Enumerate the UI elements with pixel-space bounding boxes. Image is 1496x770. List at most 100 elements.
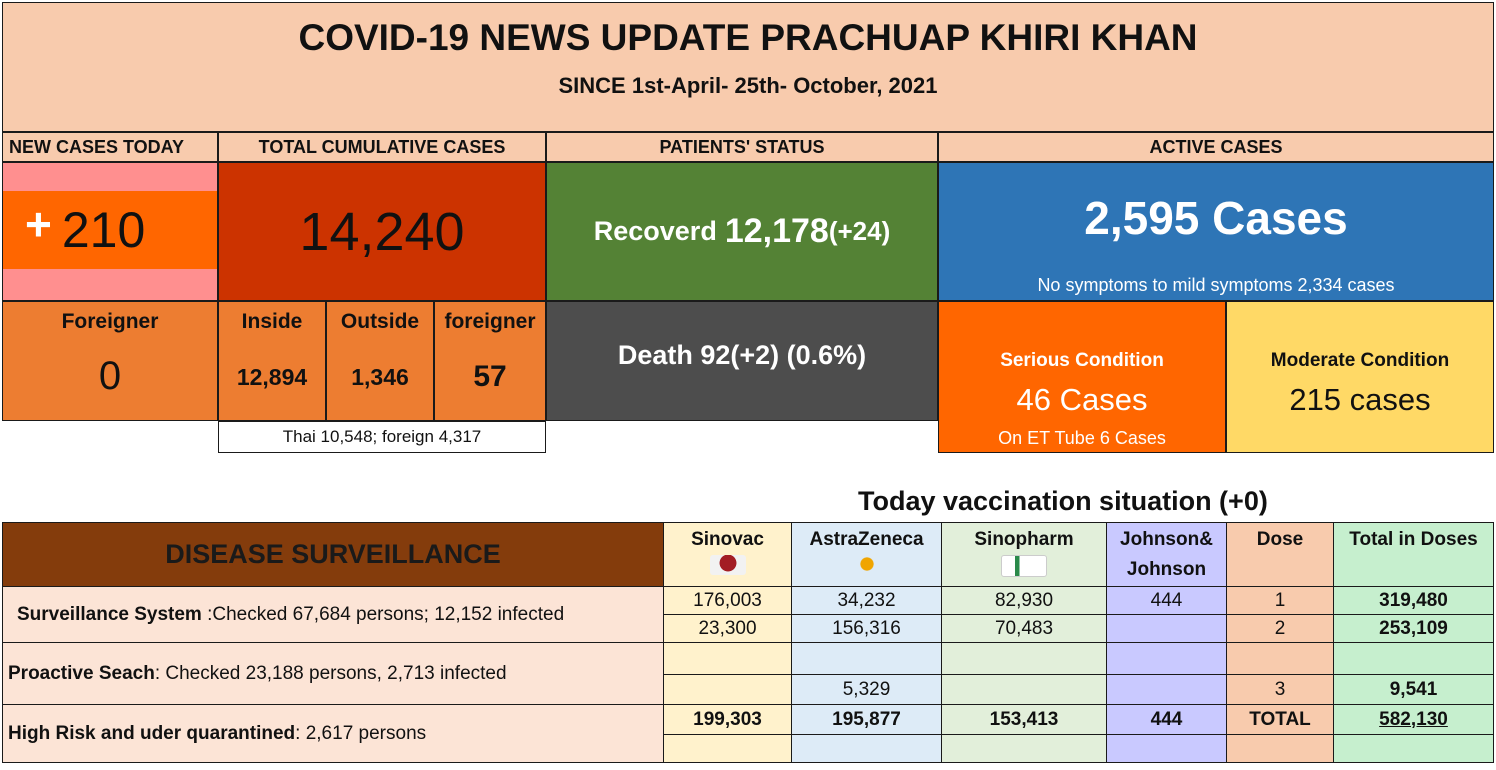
total-cumulative-label: TOTAL CUMULATIVE CASES: [218, 132, 546, 162]
high-risk-text: : 2,617 persons: [295, 722, 427, 744]
et-tube-value: On ET Tube 6 Cases: [998, 428, 1166, 448]
table-cell: [1226, 642, 1334, 675]
proactive-search-text: : Checked 23,188 persons, 2,713 infected: [154, 662, 507, 684]
plus-sign: +: [25, 198, 52, 250]
table-cell: [1106, 614, 1227, 643]
table-cell: [1226, 734, 1334, 763]
outside-value: 1,346: [351, 364, 409, 390]
table-cell: [1106, 734, 1227, 763]
total-doses-header: Total in Doses: [1333, 522, 1494, 587]
table-cell: 82,930: [941, 586, 1107, 615]
foreigner-new-panel: Foreigner 0: [2, 301, 218, 421]
table-cell: [663, 642, 792, 675]
active-cases-label: ACTIVE CASES: [938, 132, 1494, 162]
table-cell: [1106, 642, 1227, 675]
table-cell: 444: [1106, 704, 1227, 735]
foreigner-new-value: 0: [98, 354, 122, 398]
table-cell: [941, 734, 1107, 763]
table-cell: 444: [1106, 586, 1227, 615]
active-mild-text: No symptoms to mild symptoms 2,334 cases: [1037, 275, 1395, 295]
inside-value: 12,894: [236, 364, 308, 390]
table-cell: 1: [1226, 586, 1334, 615]
patients-status-label: PATIENTS' STATUS: [546, 132, 938, 162]
grand-total-cell: 582,130: [1333, 704, 1494, 735]
death-value: Death 92(+2) (0.6%): [617, 340, 867, 370]
sinopharm-label: Sinopharm: [974, 529, 1074, 550]
astrazeneca-logo-icon: [855, 555, 878, 575]
table-cell: 199,303: [663, 704, 792, 735]
proactive-search-cell: Proactive Seach: Checked 23,188 persons,…: [2, 642, 664, 705]
table-cell: 156,316: [791, 614, 942, 643]
sinopharm-header: Sinopharm: [941, 522, 1107, 587]
table-cell: [663, 674, 792, 705]
vaccination-title: Today vaccination situation (+0): [858, 486, 1268, 516]
table-cell: 5,329: [791, 674, 942, 705]
table-cell: 70,483: [941, 614, 1107, 643]
table-cell: 153,413: [941, 704, 1107, 735]
foreigner-new-label: Foreigner: [61, 310, 159, 333]
foreigner-cumulative-value: 57: [473, 360, 507, 393]
cumulative-total-panel: 14,240: [218, 162, 546, 301]
outside-label: Outside: [340, 310, 420, 333]
moderate-panel: Moderate Condition 215 cases: [1226, 301, 1494, 453]
table-cell: 319,480: [1333, 586, 1494, 615]
cumulative-total-value: 14,240: [299, 201, 465, 262]
table-cell: [1333, 642, 1494, 675]
proactive-search-label: Proactive Seach: [8, 662, 155, 684]
serious-label: Serious Condition: [1000, 350, 1164, 371]
sinovac-header: Sinovac: [663, 522, 792, 587]
table-cell: 253,109: [1333, 614, 1494, 643]
high-risk-cell: High Risk and uder quarantined: 2,617 pe…: [2, 704, 664, 763]
jnj-header: Johnson& Johnson: [1106, 522, 1227, 587]
foreigner-cumulative-label: foreigner: [444, 310, 536, 333]
sinovac-label: Sinovac: [691, 529, 764, 550]
active-total-value: 2,595 Cases: [1084, 192, 1348, 244]
table-cell: 176,003: [663, 586, 792, 615]
serious-value: 46 Cases: [1016, 382, 1148, 417]
new-cases-band: + 210: [3, 191, 217, 269]
table-cell: [791, 642, 942, 675]
recovered-label: Recoverd: [593, 216, 717, 246]
outside-panel: Outside 1,346: [326, 301, 434, 421]
recovered-panel: Recoverd 12,178 (+24): [546, 162, 938, 301]
surveillance-vaccination-table: DISEASE SURVEILLANCE Sinovac AstraZeneca…: [2, 522, 1494, 763]
new-cases-panel: + 210: [2, 162, 218, 301]
moderate-label: Moderate Condition: [1270, 350, 1450, 371]
surveillance-system-label: Surveillance System: [17, 603, 202, 625]
recovered-value: 12,178: [724, 212, 829, 250]
astrazeneca-label: AstraZeneca: [809, 529, 924, 550]
table-cell: 9,541: [1333, 674, 1494, 705]
serious-panel: Serious Condition 46 Cases On ET Tube 6 …: [938, 301, 1226, 453]
astrazeneca-header: AstraZeneca: [791, 522, 942, 587]
new-cases-label: NEW CASES TODAY: [2, 132, 218, 162]
high-risk-label: High Risk and uder quarantined: [8, 722, 296, 744]
table-cell: [663, 734, 792, 763]
cumulative-note: Thai 10,548; foreign 4,317: [218, 421, 546, 453]
table-cell: 23,300: [663, 614, 792, 643]
table-cell: [941, 642, 1107, 675]
inside-label: Inside: [241, 310, 303, 333]
table-cell: 2: [1226, 614, 1334, 643]
table-cell: [941, 674, 1107, 705]
table-cell: TOTAL: [1226, 704, 1334, 735]
header-banner: COVID-19 NEWS UPDATE PRACHUAP KHIRI KHAN…: [2, 2, 1494, 132]
page-subtitle: SINCE 1st-April- 25th- October, 2021: [558, 73, 938, 98]
table-cell: 34,232: [791, 586, 942, 615]
disease-surveillance-heading: DISEASE SURVEILLANCE: [2, 522, 664, 587]
table-cell: [1106, 674, 1227, 705]
table-cell: [1333, 734, 1494, 763]
new-cases-value: 210: [61, 202, 146, 258]
surveillance-system-text: :Checked 67,684 persons; 12,152 infected: [201, 603, 565, 625]
dose-header: Dose: [1226, 522, 1334, 587]
foreigner-cumulative-panel: foreigner 57: [434, 301, 546, 421]
moderate-value: 215 cases: [1289, 382, 1431, 417]
table-cell: [791, 734, 942, 763]
sinopharm-logo-icon: [1001, 555, 1047, 577]
recovered-delta: (+24): [828, 216, 891, 246]
death-panel: Death 92(+2) (0.6%): [546, 301, 938, 421]
table-cell: 3: [1226, 674, 1334, 705]
page-title: COVID-19 NEWS UPDATE PRACHUAP KHIRI KHAN: [298, 17, 1198, 58]
table-cell: 195,877: [791, 704, 942, 735]
sinovac-logo-icon: [709, 555, 746, 575]
active-total-panel: 2,595 Cases No symptoms to mild symptoms…: [938, 162, 1494, 301]
